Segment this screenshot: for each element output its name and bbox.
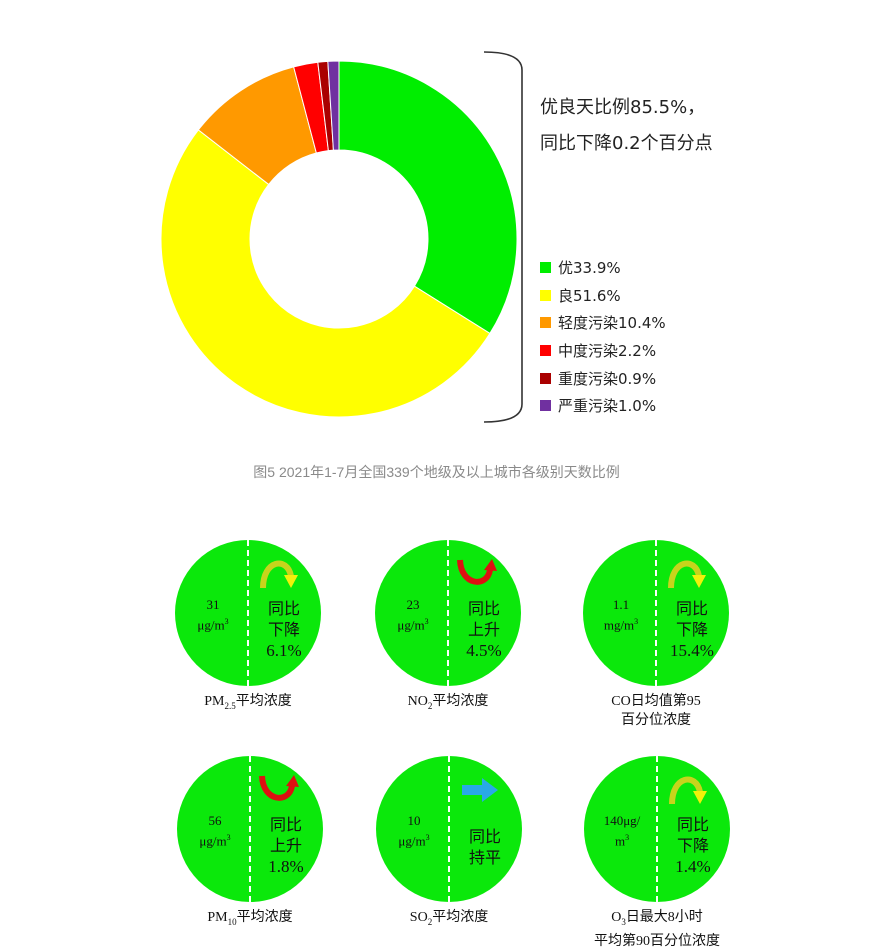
legend-swatch xyxy=(540,400,551,412)
legend-swatch xyxy=(540,289,551,301)
metric-number: 23 xyxy=(406,597,420,612)
legend-label: 良51.6% xyxy=(558,286,621,305)
metric-circle: 10 μg/m3 同比持平 xyxy=(376,756,522,902)
metric-change-line: 6.1% xyxy=(266,641,302,660)
dashed-divider xyxy=(448,756,450,902)
metric-co: 1.1 mg/m3 同比下降 15.4% CO日均值第95 百分位浓度 xyxy=(566,540,746,730)
metric-change-line: 15.4% xyxy=(670,641,714,660)
bracket-icon xyxy=(483,51,523,423)
metric-change-line: 1.8% xyxy=(268,857,304,876)
metric-change-line: 同比 xyxy=(267,599,300,618)
metric-circle: 31 μg/m3 同比下降 6.1% xyxy=(175,540,321,686)
metric-change: 同比下降 1.4% xyxy=(660,814,726,877)
metric-circle: 1.1 mg/m3 同比下降 15.4% xyxy=(583,540,729,686)
dashed-divider xyxy=(656,756,658,902)
metric-change-line: 4.5% xyxy=(466,641,502,660)
donut-slice-2 xyxy=(160,129,491,418)
metric-value: 31 μg/m3 xyxy=(181,596,245,633)
legend-label: 中度污染2.2% xyxy=(558,342,657,361)
summary-text: 优良天比例85.5%， 同比下降0.2个百分点 xyxy=(540,90,713,162)
metric-unit: m3 xyxy=(614,833,630,849)
summary-line-2: 同比下降0.2个百分点 xyxy=(540,133,713,154)
metric-change: 同比上升 4.5% xyxy=(451,598,517,661)
metric-number: 56 xyxy=(208,813,222,828)
metric-value: 1.1 mg/m3 xyxy=(589,596,653,633)
metric-unit: μg/m3 xyxy=(398,833,430,849)
metric-label: NO2平均浓度 xyxy=(407,694,489,711)
legend-item: 良51.6% xyxy=(540,282,666,310)
metric-number: 1.1 xyxy=(612,597,630,612)
metric-change: 同比下降 6.1% xyxy=(251,598,317,661)
legend-swatch xyxy=(540,262,551,274)
metric-change-line: 下降 xyxy=(267,620,300,639)
arrow-up-icon xyxy=(259,774,303,808)
metric-no2: 23 μg/m3 同比上升 4.5% NO2平均浓度 xyxy=(358,540,538,716)
legend-item: 中度污染2.2% xyxy=(540,337,666,365)
metric-circle: 56 μg/m3 同比上升 1.8% xyxy=(177,756,323,902)
arrow-right-icon xyxy=(458,774,502,808)
arrow-down-icon xyxy=(666,774,710,808)
metric-number: 140μg/ xyxy=(603,813,641,828)
metric-change-line: 同比 xyxy=(676,815,709,834)
metric-value: 10 μg/m3 xyxy=(382,812,446,849)
legend-label: 重度污染0.9% xyxy=(558,369,657,388)
legend-label: 优33.9% xyxy=(558,259,621,278)
metric-change-line: 上升 xyxy=(269,836,302,855)
metric-change-line: 上升 xyxy=(467,620,500,639)
arrow-down-icon xyxy=(257,558,301,592)
metric-unit: μg/m3 xyxy=(397,617,429,633)
metric-label: SO2平均浓度 xyxy=(409,910,489,927)
metric-change-line: 1.4% xyxy=(675,857,711,876)
metric-value: 140μg/m3 xyxy=(590,812,654,849)
legend-item: 重度污染0.9% xyxy=(540,364,666,392)
metric-change-line: 同比 xyxy=(675,599,708,618)
legend-item: 优33.9% xyxy=(540,254,666,282)
metric-change: 同比上升 1.8% xyxy=(253,814,319,877)
donut-slice-6 xyxy=(327,60,340,151)
figure-caption: 图5 2021年1-7月全国339个地级及以上城市各级别天数比例 xyxy=(253,464,620,480)
legend-label: 轻度污染10.4% xyxy=(558,314,666,333)
summary-line-1: 优良天比例85.5%， xyxy=(540,97,706,118)
legend-swatch xyxy=(540,372,551,384)
chart-legend: 优33.9% 良51.6% 轻度污染10.4% 中度污染2.2% 重度污染0.9% 严重污… xyxy=(540,254,666,420)
metric-unit: mg/m3 xyxy=(603,617,639,633)
legend-item: 轻度污染10.4% xyxy=(540,309,666,337)
metric-circle: 140μg/m3 同比下降 1.4% xyxy=(584,756,730,902)
metric-unit: μg/m3 xyxy=(197,617,229,633)
metric-so2: 10 μg/m3 同比持平 SO2平均浓度 xyxy=(359,756,539,932)
metric-unit: μg/m3 xyxy=(199,833,231,849)
donut-chart xyxy=(160,60,518,418)
metric-label: PM2.5平均浓度 xyxy=(204,694,292,711)
dashed-divider xyxy=(249,756,251,902)
dashed-divider xyxy=(447,540,449,686)
dashed-divider xyxy=(247,540,249,686)
metric-value: 23 μg/m3 xyxy=(381,596,445,633)
metric-change-line: 持平 xyxy=(468,848,501,867)
legend-item: 严重污染1.0% xyxy=(540,392,666,420)
metric-number: 10 xyxy=(407,813,421,828)
legend-swatch xyxy=(540,345,551,357)
metric-change-line: 同比 xyxy=(269,815,302,834)
metric-label: O3日最大8小时 平均第90百分位浓度 xyxy=(594,910,720,949)
dashed-divider xyxy=(655,540,657,686)
metric-pm25: 31 μg/m3 同比下降 6.1% PM2.5平均浓度 xyxy=(158,540,338,716)
arrow-down-icon xyxy=(665,558,709,592)
metric-label: CO日均值第95 百分位浓度 xyxy=(611,694,701,728)
metric-value: 56 μg/m3 xyxy=(183,812,247,849)
legend-swatch xyxy=(540,317,551,329)
metric-change-line: 下降 xyxy=(675,620,708,639)
metric-number: 31 xyxy=(206,597,220,612)
arrow-up-icon xyxy=(457,558,501,592)
metric-change: 同比 持平 xyxy=(452,826,518,868)
metric-pm10: 56 μg/m3 同比上升 1.8% PM10平均浓度 xyxy=(160,756,340,932)
metric-label: PM10平均浓度 xyxy=(207,910,293,927)
donut-slice-1 xyxy=(338,60,518,335)
metric-change-line: 同比 xyxy=(467,599,500,618)
metric-o3: 140μg/m3 同比下降 1.4% O3日最大8小时 平均第90百分位浓度 xyxy=(567,756,747,951)
legend-label: 严重污染1.0% xyxy=(558,397,657,416)
metric-change-line: 下降 xyxy=(676,836,709,855)
metric-change: 同比下降 15.4% xyxy=(659,598,725,661)
metric-change-line: 同比 xyxy=(468,827,501,846)
metric-circle: 23 μg/m3 同比上升 4.5% xyxy=(375,540,521,686)
